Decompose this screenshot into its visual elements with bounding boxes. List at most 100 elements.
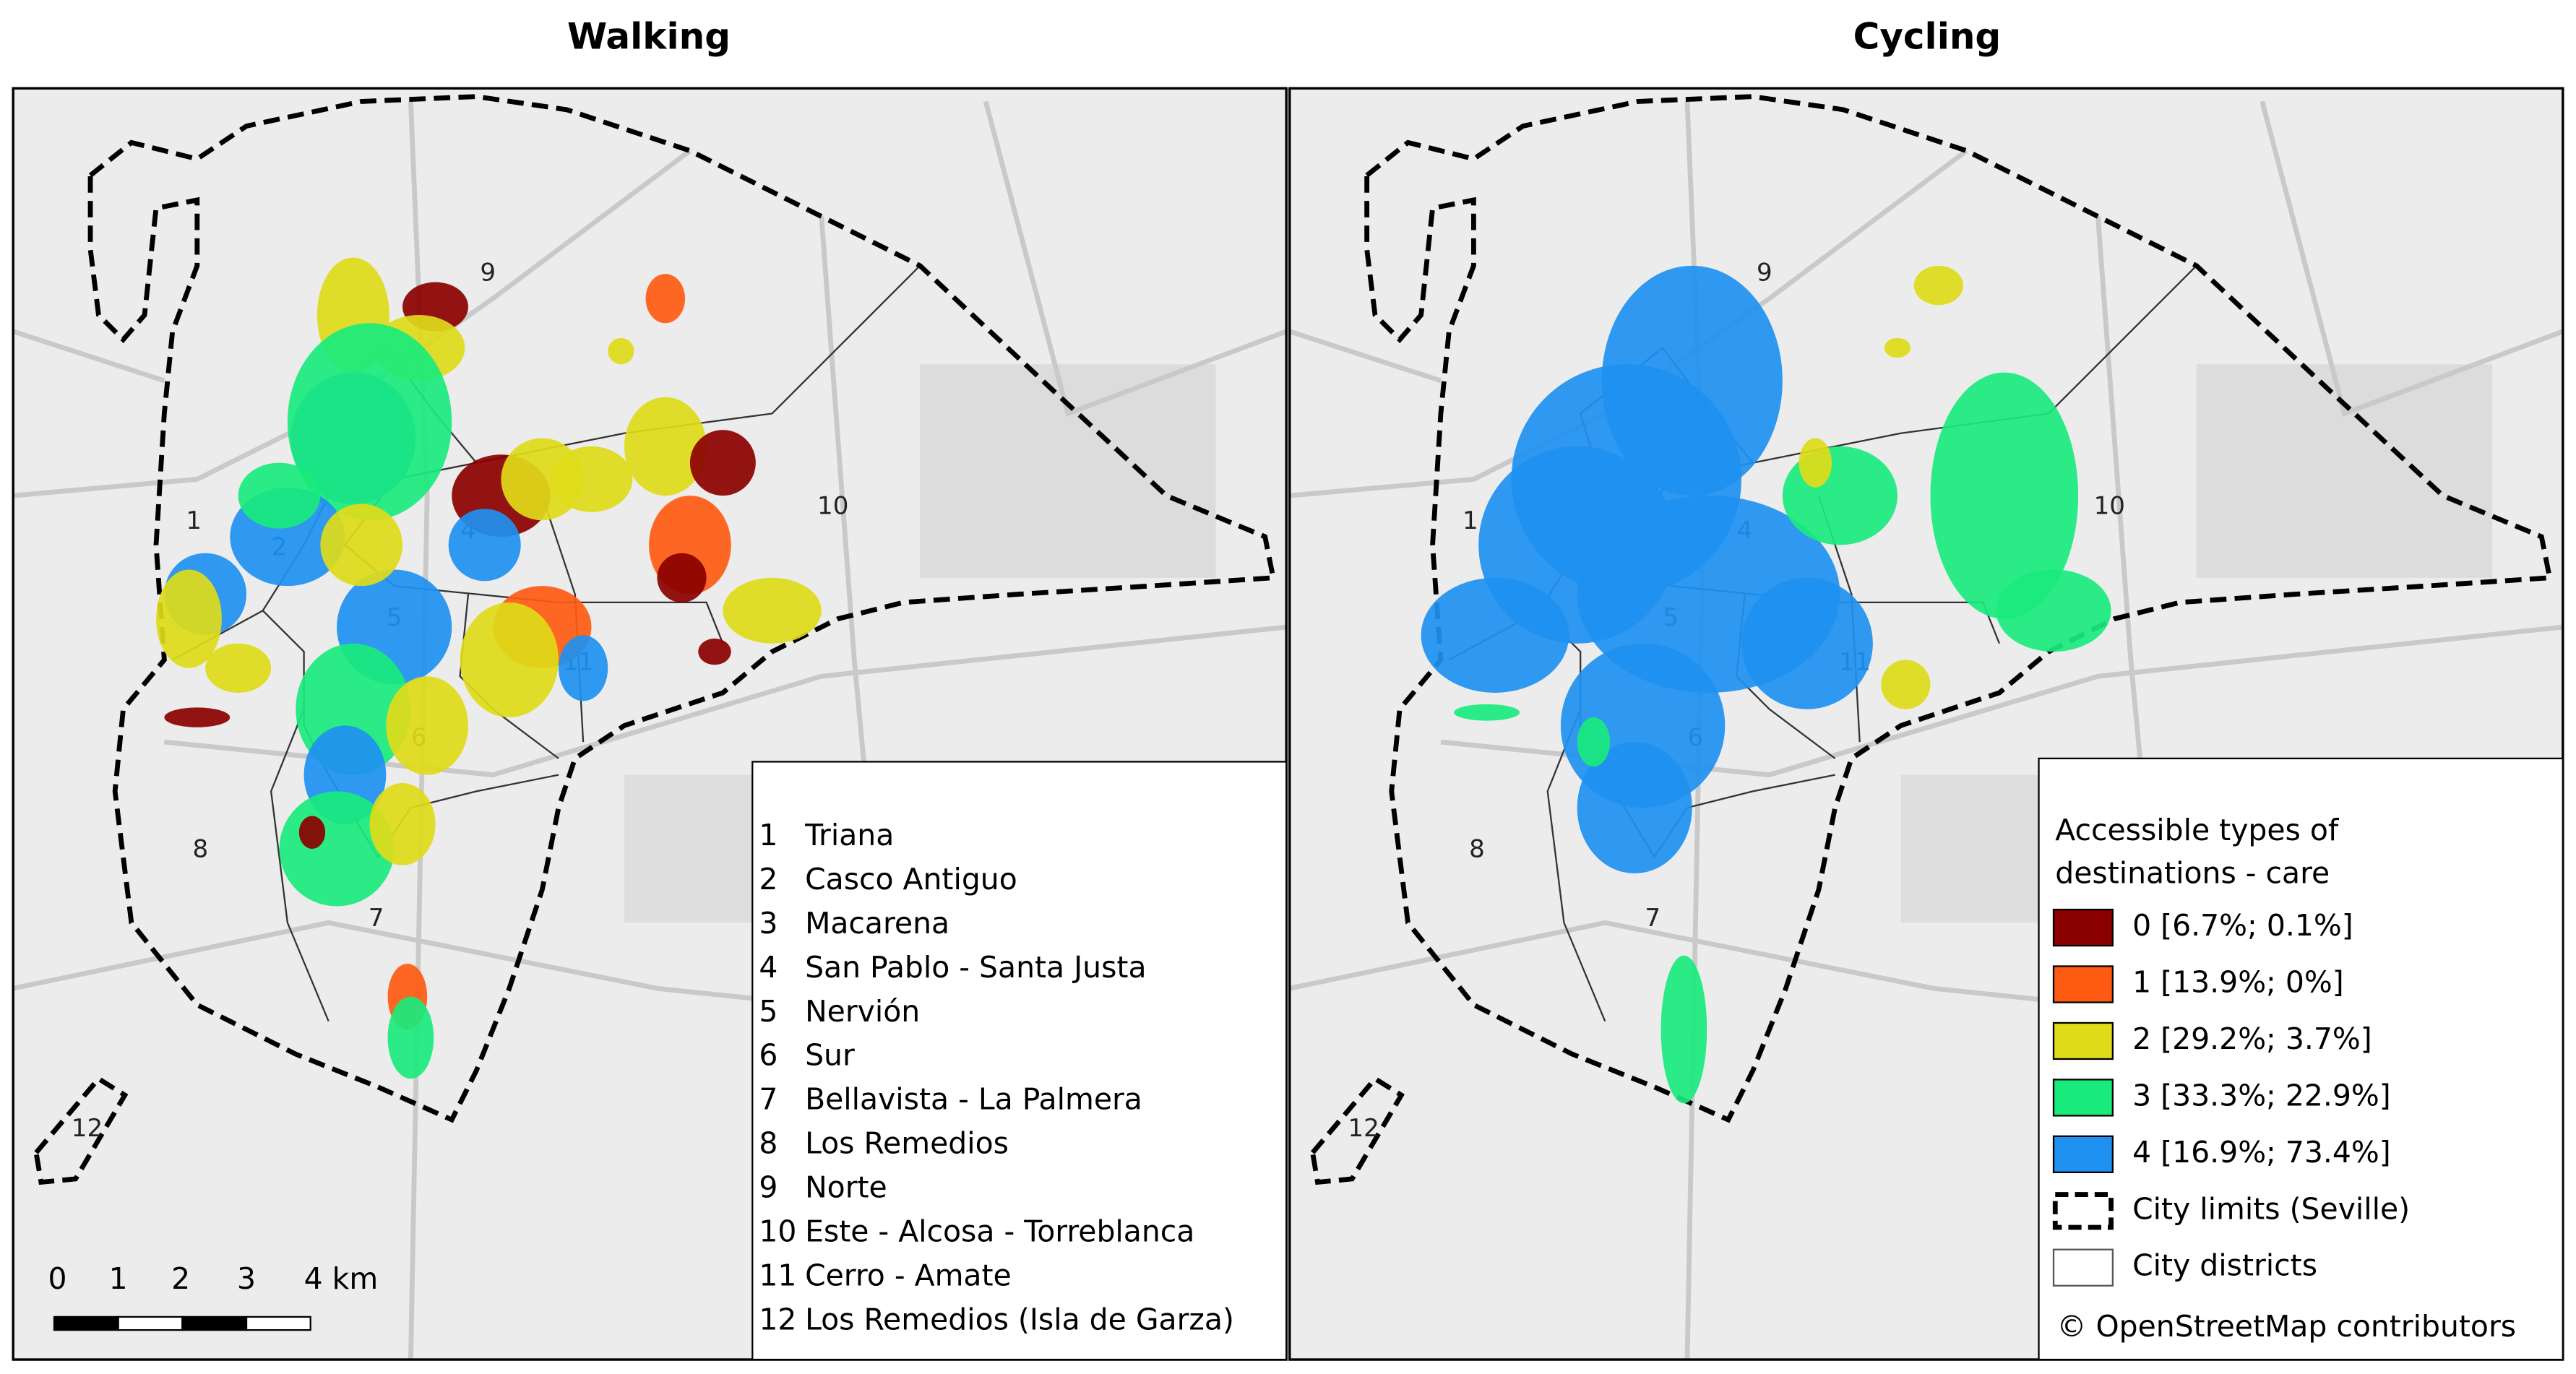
district-list-name: Nervión xyxy=(805,994,920,1029)
district-list-number: 2 xyxy=(759,862,777,896)
industrial-area xyxy=(2196,364,2493,578)
accessibility-area xyxy=(1913,265,1963,306)
road xyxy=(13,329,165,384)
district-number: 8 xyxy=(1469,835,1485,864)
district-list-number: 6 xyxy=(759,1038,777,1073)
accessibility-area xyxy=(1454,704,1520,721)
industrial-area xyxy=(920,364,1216,578)
accessibility-area xyxy=(205,643,272,693)
accessibility-area xyxy=(387,996,434,1079)
legend-swatch xyxy=(2052,1192,2114,1230)
district-list-name: Sur xyxy=(805,1038,855,1073)
legend-label: City districts xyxy=(2132,1248,2317,1283)
district-list-number: 11 xyxy=(759,1258,796,1292)
district-list-number: 3 xyxy=(759,906,777,941)
accessibility-area xyxy=(1799,438,1832,488)
scale-segment xyxy=(117,1315,184,1331)
scale-segment xyxy=(181,1315,248,1331)
accessibility-area xyxy=(1660,955,1707,1104)
district-number: 7 xyxy=(369,904,384,933)
district-list-number: 12 xyxy=(759,1302,796,1336)
legend-title: destinations - care xyxy=(2055,855,2330,890)
district-list-number: 4 xyxy=(759,950,777,985)
legend-label: 3 [33.3%; 22.9%] xyxy=(2132,1078,2391,1112)
legend-swatch xyxy=(2052,1079,2114,1117)
accessibility-area xyxy=(657,553,707,602)
district-number: 7 xyxy=(1645,904,1660,933)
accessibility-area xyxy=(320,504,403,587)
city-limit xyxy=(33,94,1277,1185)
legend-swatch xyxy=(2052,1135,2114,1173)
district-number: 8 xyxy=(193,835,209,864)
scale-label: 1 xyxy=(109,1261,128,1296)
accessibility-area xyxy=(1884,337,1911,358)
legend-label: 4 [16.9%; 73.4%] xyxy=(2132,1135,2391,1170)
district-boundary xyxy=(1546,709,1606,1022)
accessibility-area xyxy=(559,635,608,701)
scale-segment xyxy=(53,1315,119,1331)
district-list-number: 10 xyxy=(759,1214,796,1248)
legend-label: 0 [6.7%; 0.1%] xyxy=(2132,908,2353,943)
district-number: 12 xyxy=(72,1114,103,1143)
map-panel: 123456789101112 xyxy=(13,88,1287,1360)
accessibility-area xyxy=(550,446,633,512)
district-number: 10 xyxy=(817,492,848,521)
district-list-number: 8 xyxy=(759,1126,777,1161)
legend-label: 1 [13.9%; 0%] xyxy=(2132,965,2344,1000)
accessibility-area xyxy=(1881,660,1931,709)
accessibility-area xyxy=(460,602,559,718)
district-number: 9 xyxy=(1757,259,1772,288)
scale-segment xyxy=(245,1315,311,1331)
accessibility-area xyxy=(1741,577,1873,709)
accessibility-area xyxy=(155,569,222,668)
accessibility-area xyxy=(238,462,321,529)
district-list-name: Norte xyxy=(805,1170,887,1204)
district-boundary xyxy=(270,709,329,1022)
accessibility-area xyxy=(287,323,452,521)
district-list-name: Los Remedios (Isla de Garza) xyxy=(805,1302,1234,1336)
district-list-name: Bellavista - La Palmera xyxy=(805,1082,1142,1117)
accessibility-area xyxy=(645,274,686,324)
accessibility-area xyxy=(624,397,707,496)
road xyxy=(983,100,1287,417)
scale-label: 4 km xyxy=(304,1261,379,1296)
panel-frame xyxy=(12,87,1288,1361)
road xyxy=(1289,329,1442,384)
accessibility-area xyxy=(1577,742,1692,874)
legend-label: 2 [29.2%; 3.7%] xyxy=(2132,1021,2372,1056)
accessibility-area xyxy=(448,509,521,582)
scale-label: 2 xyxy=(171,1261,190,1296)
accessibility-area xyxy=(369,783,436,865)
panel-title: Walking xyxy=(567,16,731,58)
district-list-name: Este - Alcosa - Torreblanca xyxy=(805,1214,1194,1248)
industrial-area xyxy=(1900,774,2049,923)
city-limit xyxy=(1309,94,2553,1185)
attribution: © OpenStreetMap contributors xyxy=(2057,1309,2517,1344)
district-list-number: 5 xyxy=(759,994,777,1029)
district-list-name: San Pablo - Santa Justa xyxy=(805,950,1146,985)
district-list-number: 7 xyxy=(759,1082,777,1117)
road xyxy=(2260,100,2563,417)
legend-box xyxy=(2038,757,2564,1361)
district-number: 1 xyxy=(1463,506,1478,535)
district-number: 12 xyxy=(1348,1114,1379,1143)
district-list-name: Los Remedios xyxy=(805,1126,1009,1161)
district-list-name: Macarena xyxy=(805,906,949,941)
panel-title: Cycling xyxy=(1853,16,2002,58)
legend-swatch xyxy=(2052,1248,2114,1287)
district-number: 10 xyxy=(2094,492,2125,521)
industrial-area xyxy=(624,774,772,923)
accessibility-area xyxy=(1996,569,2111,652)
scale-label: 3 xyxy=(237,1261,256,1296)
panel-frame xyxy=(1288,87,2564,1361)
district-list-box xyxy=(751,761,1288,1361)
district-list-number: 1 xyxy=(759,818,777,852)
district-number: 1 xyxy=(186,506,202,535)
accessibility-area xyxy=(164,707,231,727)
accessibility-area xyxy=(689,430,756,496)
scale-label: 0 xyxy=(48,1261,67,1296)
accessibility-area xyxy=(608,337,634,365)
district-list-name: Cerro - Amate xyxy=(805,1258,1012,1292)
